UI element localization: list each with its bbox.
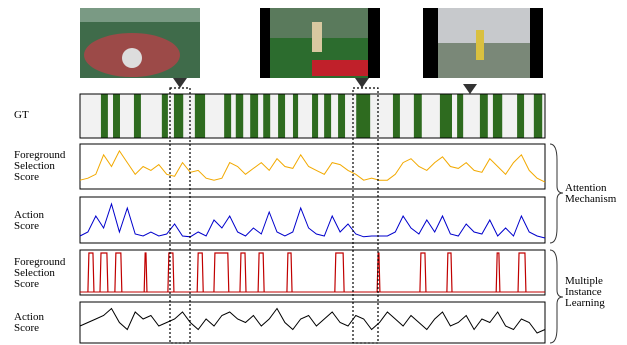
gt-segment [101,95,108,138]
gt-segment [312,95,318,138]
gt-segment [338,95,345,138]
row-label: Action Score [14,312,69,334]
gt-segment [263,95,270,138]
gt-segment [174,95,183,138]
gt-segment [414,95,422,138]
figure: GT Foreground Selection Score Action Sco… [0,0,627,345]
pointer [173,78,187,88]
gt-segment [480,95,488,138]
row-label: Foreground Selection Score [14,150,69,183]
gt-segment [134,95,141,138]
gt-segment [236,95,243,138]
pointer [355,78,369,88]
gt-segment [293,95,298,138]
gt-segment [250,95,258,138]
gt-segment [493,95,502,138]
brace [550,250,563,343]
panel [80,144,545,189]
row-label: Foreground Selection Score [14,257,69,290]
panel [80,250,545,295]
gt-segment [324,95,331,138]
figure-canvas [0,0,627,345]
gt-segment [440,95,452,138]
row-label: GT [14,110,29,121]
gt-segment [393,95,400,138]
gt-segment [457,95,463,138]
group-label: Multiple Instance Learning [565,276,627,309]
frame-1 [80,8,200,78]
gt-segment [534,95,542,138]
brace [550,144,563,243]
panel [80,302,545,343]
panel [80,197,545,243]
gt-segment [162,95,168,138]
gt-segment [113,95,120,138]
frame-3 [423,8,543,78]
row-label: Action Score [14,210,69,232]
gt-segment [195,95,205,138]
gt-segment [224,95,231,138]
frame-2 [260,8,380,78]
gt-segment [278,95,285,138]
pointer [463,84,477,94]
group-label: Attention Mechanism [565,183,627,205]
gt-segment [517,95,524,138]
gt-segment [356,95,370,138]
